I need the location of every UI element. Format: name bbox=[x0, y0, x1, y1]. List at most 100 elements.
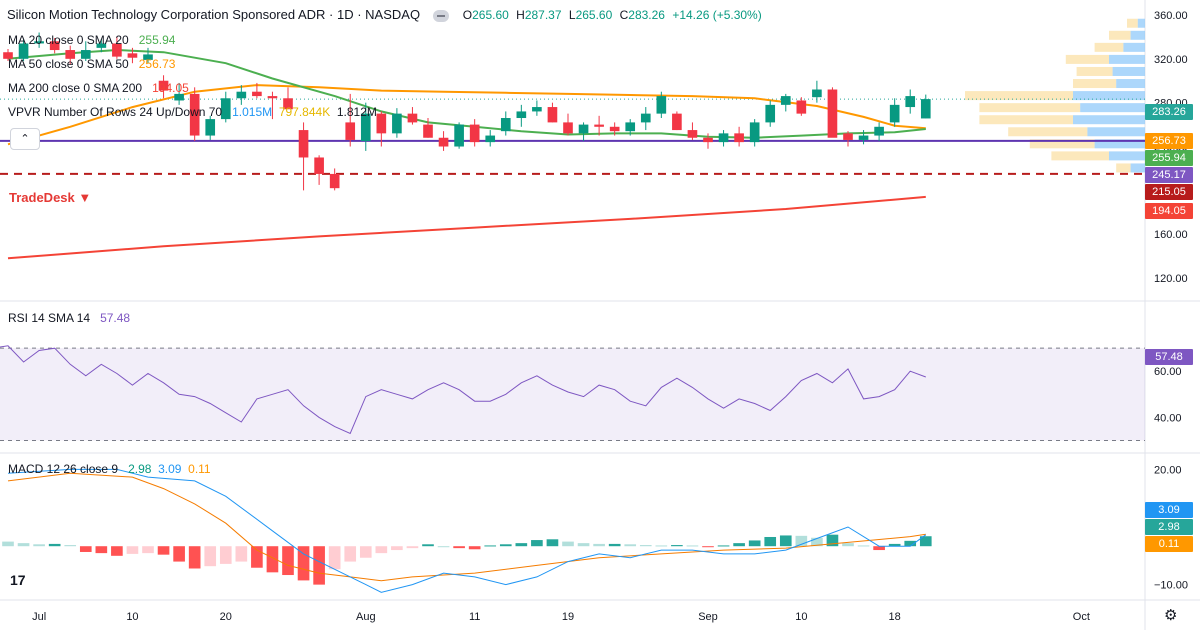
macd-histogram-bar bbox=[593, 543, 605, 547]
ma50-price-tag: 256.73 bbox=[1145, 133, 1193, 149]
macd-histogram-bar bbox=[531, 540, 543, 547]
macd-histogram-bar bbox=[126, 546, 139, 554]
y-tick-label: 360.00 bbox=[1154, 10, 1188, 22]
macd-histogram-bar bbox=[437, 546, 450, 548]
macd-histogram-bar bbox=[919, 536, 932, 547]
macd-histogram-bar bbox=[79, 546, 92, 552]
candle bbox=[360, 113, 371, 142]
vpvr-bar-up bbox=[1073, 115, 1145, 125]
ohlc-low: L265.60 bbox=[568, 8, 613, 22]
macd-histogram-bar bbox=[686, 545, 699, 547]
macd-histogram-bar bbox=[142, 546, 154, 554]
legend-ma50[interactable]: MA 50 close 0 SMA 50 256.73 bbox=[8, 57, 176, 71]
ma20-line bbox=[7, 48, 926, 139]
tradingview-logo-icon[interactable]: 17 bbox=[10, 572, 26, 588]
macd-histogram-bar bbox=[562, 541, 574, 547]
vpvr-bar-up bbox=[1073, 91, 1145, 101]
candle bbox=[205, 119, 216, 136]
macd-histogram-bar bbox=[282, 546, 294, 576]
candle bbox=[578, 124, 589, 134]
macd-histogram-bar bbox=[577, 543, 590, 547]
candle bbox=[345, 122, 356, 140]
macd-histogram-bar bbox=[857, 545, 870, 547]
last-price-tag: 283.26 bbox=[1145, 104, 1193, 120]
x-tick-label: Aug bbox=[356, 611, 376, 623]
candle bbox=[485, 135, 496, 143]
macd-histogram-bar bbox=[888, 543, 901, 547]
candle bbox=[609, 126, 620, 132]
macd-histogram-bar bbox=[344, 546, 357, 562]
volume-profile bbox=[965, 18, 1145, 173]
macd-histogram-bar bbox=[64, 545, 77, 547]
vpvr-bar-down bbox=[1008, 127, 1088, 137]
macd-histogram-bar bbox=[873, 546, 885, 551]
vpvr-bar-up bbox=[1123, 42, 1145, 52]
x-tick-label: 19 bbox=[562, 611, 574, 623]
macd-histogram-bar bbox=[17, 543, 30, 547]
x-tick-label: 18 bbox=[889, 611, 901, 623]
x-tick-label: 10 bbox=[126, 611, 138, 623]
vpvr-bar-down bbox=[1109, 30, 1131, 40]
macd-histogram-bar bbox=[219, 546, 232, 564]
candle bbox=[858, 135, 869, 140]
candle bbox=[812, 89, 822, 98]
candle bbox=[563, 122, 573, 134]
y-tick-label: 40.00 bbox=[1154, 412, 1182, 424]
ohlc-high: H287.37 bbox=[516, 8, 562, 22]
gear-icon[interactable]: ⚙ bbox=[1164, 607, 1178, 624]
candle bbox=[920, 99, 931, 119]
macd-histogram-bar bbox=[702, 546, 714, 548]
candle bbox=[3, 52, 13, 59]
macd-histogram-bar bbox=[328, 546, 341, 570]
vpvr-bar-up bbox=[1087, 127, 1145, 137]
candle bbox=[423, 124, 433, 138]
symbol-title[interactable]: Silicon Motion Technology Corporation Sp… bbox=[7, 7, 421, 22]
legend-ma20[interactable]: MA 20 close 0 SMA 20 255.94 bbox=[8, 33, 176, 47]
legend-macd[interactable]: MACD 12 26 close 9 2.98 3.09 0.11 bbox=[8, 462, 211, 476]
macd-histogram-bar bbox=[484, 545, 497, 547]
vpvr-bar-up bbox=[1130, 163, 1145, 173]
macd-histogram-bar bbox=[111, 546, 123, 556]
macd-line-tag: 2.98 bbox=[1145, 519, 1193, 535]
collapse-legend-button[interactable]: ⌃ bbox=[10, 128, 40, 150]
y-tick-label: 20.00 bbox=[1154, 464, 1182, 476]
candle bbox=[905, 96, 916, 108]
candle bbox=[329, 173, 340, 189]
candle bbox=[298, 130, 309, 158]
macd-histogram-bar bbox=[655, 545, 668, 547]
candle bbox=[469, 124, 480, 143]
candle bbox=[158, 80, 169, 91]
vpvr-bar-down bbox=[1076, 66, 1113, 76]
candle bbox=[267, 96, 278, 99]
candle bbox=[454, 124, 464, 147]
time-axis[interactable]: Jul 10 20 Aug 11 19 Sep 10 18 Oct bbox=[32, 611, 1090, 623]
legend-rsi[interactable]: RSI 14 SMA 14 57.48 bbox=[8, 311, 131, 325]
macd-histogram-bar bbox=[624, 544, 637, 547]
candle bbox=[376, 113, 387, 134]
macd-histogram-bar bbox=[546, 539, 559, 547]
candle bbox=[780, 96, 791, 105]
ohlc-open: O265.60 bbox=[462, 8, 509, 22]
legend-ma200[interactable]: MA 200 close 0 SMA 200 194.05 bbox=[8, 81, 189, 95]
macd-signal-tag: 3.09 bbox=[1145, 502, 1193, 518]
candle bbox=[734, 133, 744, 143]
vpvr-bar-down bbox=[979, 115, 1073, 125]
candle bbox=[143, 54, 153, 60]
candle bbox=[96, 43, 107, 48]
vpvr-bar-down bbox=[1127, 18, 1138, 28]
candle bbox=[625, 122, 636, 132]
macd-histogram-bar bbox=[779, 535, 792, 547]
tradedesk-label[interactable]: TradeDesk ▼ bbox=[9, 190, 92, 205]
candle bbox=[65, 50, 76, 59]
macd-histogram-bar bbox=[157, 546, 170, 555]
dashed-line-price-tag: 215.05 bbox=[1145, 184, 1193, 200]
market-status-icon[interactable] bbox=[433, 9, 450, 22]
macd-hist-tag: 0.11 bbox=[1145, 536, 1193, 552]
vpvr-bar-down bbox=[1116, 163, 1131, 173]
ma200-price-tag: 194.05 bbox=[1145, 203, 1193, 219]
ohlc-close: C283.26 bbox=[619, 8, 665, 22]
candle bbox=[80, 50, 91, 59]
legend-vpvr[interactable]: VPVR Number Of Rows 24 Up/Down 70 1.015M… bbox=[8, 105, 377, 119]
macd-histogram-bar bbox=[422, 544, 434, 547]
